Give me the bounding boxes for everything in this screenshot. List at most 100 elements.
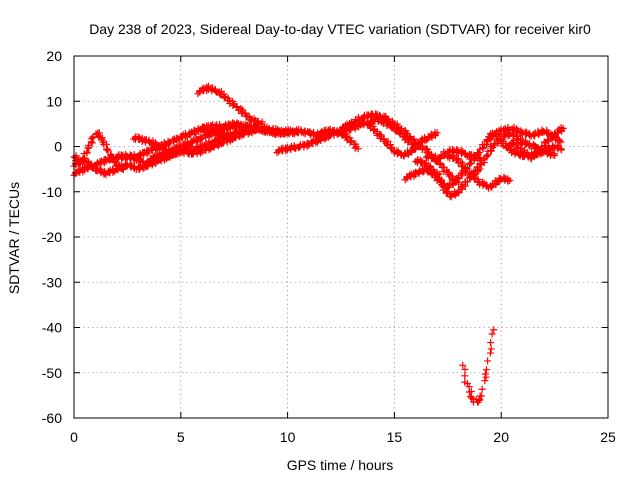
data-point <box>500 127 508 135</box>
y-tick-label: -30 <box>42 274 62 290</box>
data-point <box>178 134 186 142</box>
data-point <box>488 330 496 338</box>
data-point <box>483 152 491 160</box>
x-tick-label: 25 <box>600 429 616 445</box>
data-point <box>517 144 525 152</box>
x-tick-label: 15 <box>387 429 403 445</box>
data-point <box>184 140 192 148</box>
y-tick-label: -50 <box>42 365 62 381</box>
x-tick-label: 5 <box>177 429 185 445</box>
data-point <box>341 132 349 140</box>
series-arc-15 <box>365 120 441 160</box>
data-point <box>159 151 167 159</box>
data-point <box>470 174 478 182</box>
data-point <box>557 145 565 153</box>
gridlines <box>74 56 608 418</box>
chart-title: Day 238 of 2023, Sidereal Day-to-day VTE… <box>89 21 591 37</box>
data-point <box>484 357 492 365</box>
x-tick-label: 20 <box>493 429 509 445</box>
data-point <box>488 183 496 191</box>
series-arc-10 <box>198 119 334 140</box>
series-arc-9 <box>194 82 266 128</box>
data-point <box>135 166 143 174</box>
data-point <box>443 188 451 196</box>
data-point <box>127 155 135 163</box>
data-point <box>467 388 475 396</box>
data-point <box>466 159 474 167</box>
data-point <box>251 118 259 126</box>
data-point <box>461 164 469 172</box>
data-point <box>346 138 354 146</box>
data-point <box>201 132 209 140</box>
series-arc-24 <box>459 326 498 406</box>
data-point <box>433 129 441 137</box>
data-series <box>70 82 567 406</box>
data-point <box>351 119 359 127</box>
data-point <box>475 149 483 156</box>
data-point <box>476 160 484 168</box>
data-point <box>544 136 552 144</box>
data-point <box>415 170 423 178</box>
data-point <box>83 148 91 156</box>
data-point <box>461 365 469 373</box>
data-point <box>407 148 415 156</box>
data-point <box>395 129 403 137</box>
axis-ticks: 0 5 10 15 20 25 -60 -50 -40 -30 -20 -10 0 10 20 <box>42 48 616 445</box>
data-point <box>98 135 106 143</box>
y-tick-label: 0 <box>54 139 62 155</box>
y-axis-label: SDTVAR / TECUs <box>6 182 22 294</box>
data-point <box>89 134 97 142</box>
data-point <box>429 166 437 174</box>
series-arc-14 <box>369 114 420 153</box>
data-point <box>447 193 455 201</box>
data-point <box>380 135 388 143</box>
y-tick-label: -10 <box>42 184 62 200</box>
data-point <box>482 366 490 374</box>
data-point <box>229 101 237 109</box>
data-point <box>236 129 244 137</box>
data-point <box>506 176 514 184</box>
data-point <box>459 361 467 369</box>
data-point <box>478 385 486 393</box>
data-point <box>551 152 559 160</box>
data-point <box>87 161 95 169</box>
y-tick-label: 10 <box>46 93 62 109</box>
data-point <box>104 147 112 155</box>
x-axis-label: GPS time / hours <box>287 457 394 473</box>
data-point <box>211 85 219 93</box>
data-point <box>370 126 378 134</box>
series-arc-22 <box>497 138 565 161</box>
data-point <box>487 339 495 347</box>
data-point <box>522 141 530 149</box>
data-point <box>487 345 495 353</box>
series-arc-12 <box>316 125 362 153</box>
data-point <box>486 349 494 357</box>
data-point <box>487 147 495 155</box>
data-point <box>417 138 425 146</box>
data-point <box>347 137 355 145</box>
x-tick-label: 10 <box>280 429 296 445</box>
data-point <box>210 129 218 137</box>
data-point <box>482 373 490 381</box>
data-point <box>103 145 111 153</box>
data-point <box>354 145 362 153</box>
data-point <box>85 141 93 149</box>
data-point <box>387 143 395 151</box>
data-point <box>554 129 562 137</box>
data-point <box>467 394 475 402</box>
data-point <box>282 145 290 153</box>
data-point <box>539 127 547 135</box>
data-point <box>479 145 487 153</box>
data-point <box>463 178 471 186</box>
data-point <box>99 137 107 145</box>
series-arc-3 <box>70 142 195 179</box>
data-point <box>481 377 489 385</box>
data-point <box>549 151 557 159</box>
data-point <box>233 103 241 111</box>
data-point <box>109 167 117 175</box>
y-tick-label: -20 <box>42 229 62 245</box>
data-point <box>454 175 462 183</box>
data-point <box>454 188 462 196</box>
data-point <box>152 144 160 152</box>
